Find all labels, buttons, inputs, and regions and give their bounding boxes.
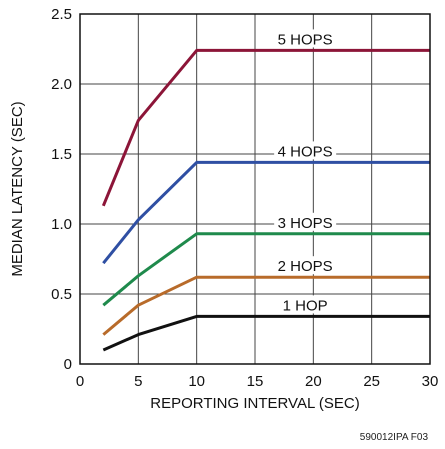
y-axis-title: MEDIAN LATENCY (SEC) (9, 101, 26, 276)
x-tick-label: 25 (363, 373, 380, 390)
x-axis-title: REPORTING INTERVAL (SEC) (150, 395, 359, 412)
series-line (102, 275, 430, 336)
series-labels: 5 HOPS 4 HOPS 3 HOPS 2 HOPS 1 HOP (274, 29, 337, 314)
series-label-background (274, 212, 337, 231)
series-label-background (274, 29, 337, 48)
y-tick-label: 0 (64, 356, 72, 373)
x-tick-label: 10 (188, 373, 205, 390)
x-tick-label: 15 (247, 373, 264, 390)
series-line (102, 232, 430, 307)
series-label-background (274, 141, 337, 160)
y-tick-labels: 0 0.5 1.0 1.5 2.0 2.5 (51, 6, 72, 373)
series-label-background (278, 295, 332, 314)
series-label: 3 HOPS (278, 215, 333, 232)
series-label: 5 HOPS (278, 31, 333, 48)
y-tick-label: 1.0 (51, 216, 72, 233)
plot-frame (79, 13, 431, 365)
series-line (102, 314, 430, 352)
grid-lines (80, 14, 430, 364)
x-tick-label: 5 (134, 373, 142, 390)
series-line (102, 160, 430, 265)
series-line (101, 48, 430, 207)
figure-id: 590012IPA F03 (360, 432, 429, 443)
series-lines (101, 48, 430, 352)
x-tick-label: 30 (422, 373, 439, 390)
x-tick-label: 20 (305, 373, 322, 390)
series-label: 1 HOP (283, 297, 328, 314)
series-label: 2 HOPS (278, 258, 333, 275)
y-tick-label: 2.0 (51, 76, 72, 93)
y-tick-label: 1.5 (51, 146, 72, 163)
x-tick-labels: 0 5 10 15 20 25 30 (76, 373, 439, 390)
y-tick-label: 2.5 (51, 6, 72, 23)
x-tick-label: 0 (76, 373, 84, 390)
y-tick-label: 0.5 (51, 286, 72, 303)
series-label-background (274, 256, 337, 275)
series-label: 4 HOPS (278, 143, 333, 160)
